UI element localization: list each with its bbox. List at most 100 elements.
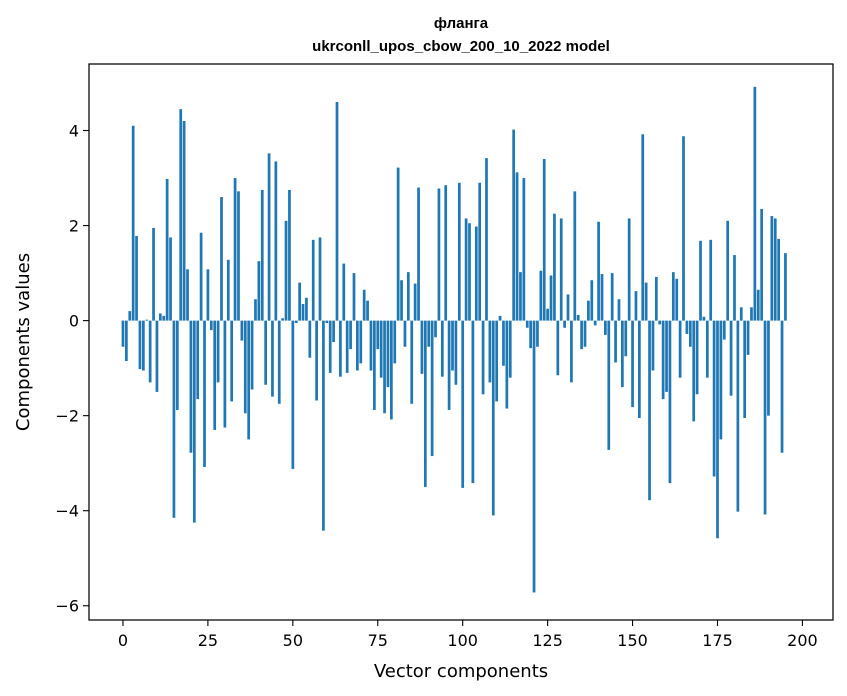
bar-component-107 — [485, 158, 488, 321]
x-tick-label: 50 — [283, 631, 303, 650]
bar-component-130 — [563, 320, 566, 328]
bar-component-46 — [277, 320, 281, 404]
bar-component-54 — [305, 297, 308, 321]
bar-component-64 — [339, 320, 342, 377]
bar-component-133 — [573, 191, 577, 321]
bar-component-184 — [746, 320, 750, 355]
bar-component-90 — [427, 320, 431, 347]
bar-component-134 — [576, 314, 580, 321]
bar-component-155 — [648, 320, 651, 501]
bar-component-45 — [274, 161, 278, 321]
bar-component-24 — [203, 320, 206, 467]
bar-component-182 — [739, 307, 743, 321]
bar-component-58 — [318, 237, 322, 321]
bar-component-124 — [542, 159, 546, 321]
bar-component-147 — [621, 320, 624, 388]
bar-component-35 — [240, 320, 244, 341]
bar-component-168 — [692, 320, 696, 422]
bar-component-14 — [169, 237, 172, 321]
bar-component-36 — [243, 320, 247, 414]
bar-component-96 — [447, 320, 451, 410]
bar-component-163 — [675, 278, 679, 321]
bar-component-161 — [668, 320, 672, 484]
bar-component-42 — [264, 320, 268, 385]
y-tick-label: 4 — [69, 122, 79, 141]
bar-component-109 — [491, 320, 495, 516]
bar-component-48 — [284, 220, 288, 321]
bar-component-37 — [247, 320, 251, 440]
bar-component-186 — [753, 86, 757, 321]
bar-component-94 — [440, 320, 444, 377]
bar-component-193 — [777, 238, 780, 321]
bar-component-111 — [498, 315, 502, 321]
bar-component-101 — [464, 218, 468, 321]
y-tick-label: −6 — [55, 597, 79, 616]
bar-component-28 — [216, 320, 220, 383]
bar-component-34 — [237, 191, 240, 321]
bar-component-73 — [369, 320, 373, 371]
bar-component-88 — [420, 320, 424, 374]
bar-component-97 — [451, 320, 454, 371]
bar-component-159 — [661, 320, 665, 400]
bar-component-171 — [702, 316, 706, 321]
bar-component-144 — [610, 273, 614, 321]
bar-component-84 — [406, 272, 410, 321]
bar-component-166 — [685, 320, 689, 334]
bar-component-5 — [138, 320, 142, 370]
bar-component-138 — [590, 280, 594, 321]
bar-component-79 — [390, 320, 393, 420]
x-tick-label: 25 — [198, 631, 218, 650]
bar-component-15 — [172, 320, 176, 518]
bar-component-172 — [705, 320, 709, 378]
bar-component-50 — [291, 320, 295, 469]
y-tick-label: −2 — [55, 407, 79, 426]
bar-component-40 — [257, 261, 261, 321]
bar-component-113 — [505, 320, 509, 409]
bar-component-162 — [671, 272, 675, 321]
bar-component-183 — [743, 320, 747, 419]
bar-component-9 — [152, 227, 155, 321]
bar-component-10 — [155, 320, 159, 392]
bar-component-149 — [627, 218, 631, 321]
bar-component-26 — [209, 320, 213, 331]
bar-component-173 — [709, 239, 713, 321]
bar-component-178 — [726, 220, 730, 321]
bar-component-190 — [767, 320, 770, 416]
bar-component-8 — [148, 320, 152, 383]
plot-frame — [88, 63, 834, 621]
bar-component-32 — [230, 320, 234, 402]
bar-component-187 — [756, 289, 760, 321]
bar-component-145 — [614, 320, 617, 363]
y-tick-label: 2 — [69, 217, 79, 236]
bar-component-86 — [413, 283, 417, 321]
bar-component-136 — [583, 320, 587, 347]
x-tick-label: 75 — [368, 631, 388, 650]
bar-component-62 — [332, 320, 335, 342]
bars-group — [121, 86, 787, 593]
y-tick-label: −4 — [55, 502, 79, 521]
bar-component-103 — [471, 320, 475, 484]
bar-component-21 — [192, 320, 196, 523]
bar-component-177 — [722, 320, 726, 340]
bar-component-189 — [763, 320, 767, 515]
bar-component-191 — [770, 216, 774, 321]
x-tick-label: 200 — [787, 631, 818, 650]
bar-component-141 — [600, 274, 604, 321]
bar-component-152 — [638, 320, 641, 419]
bar-component-68 — [352, 273, 356, 321]
bar-component-12 — [162, 315, 166, 321]
bar-component-67 — [349, 320, 352, 350]
bar-component-7 — [145, 319, 149, 321]
bar-component-41 — [260, 189, 264, 321]
bar-component-146 — [617, 299, 621, 321]
bar-component-23 — [199, 232, 203, 321]
bar-component-11 — [158, 313, 162, 321]
bar-component-52 — [298, 282, 301, 321]
bar-component-51 — [294, 320, 298, 323]
x-tick-label: 100 — [447, 631, 478, 650]
bar-component-98 — [454, 320, 458, 385]
bar-component-75 — [376, 320, 380, 350]
bar-component-164 — [678, 320, 682, 378]
bar-component-188 — [760, 208, 764, 321]
bar-component-6 — [142, 320, 145, 371]
